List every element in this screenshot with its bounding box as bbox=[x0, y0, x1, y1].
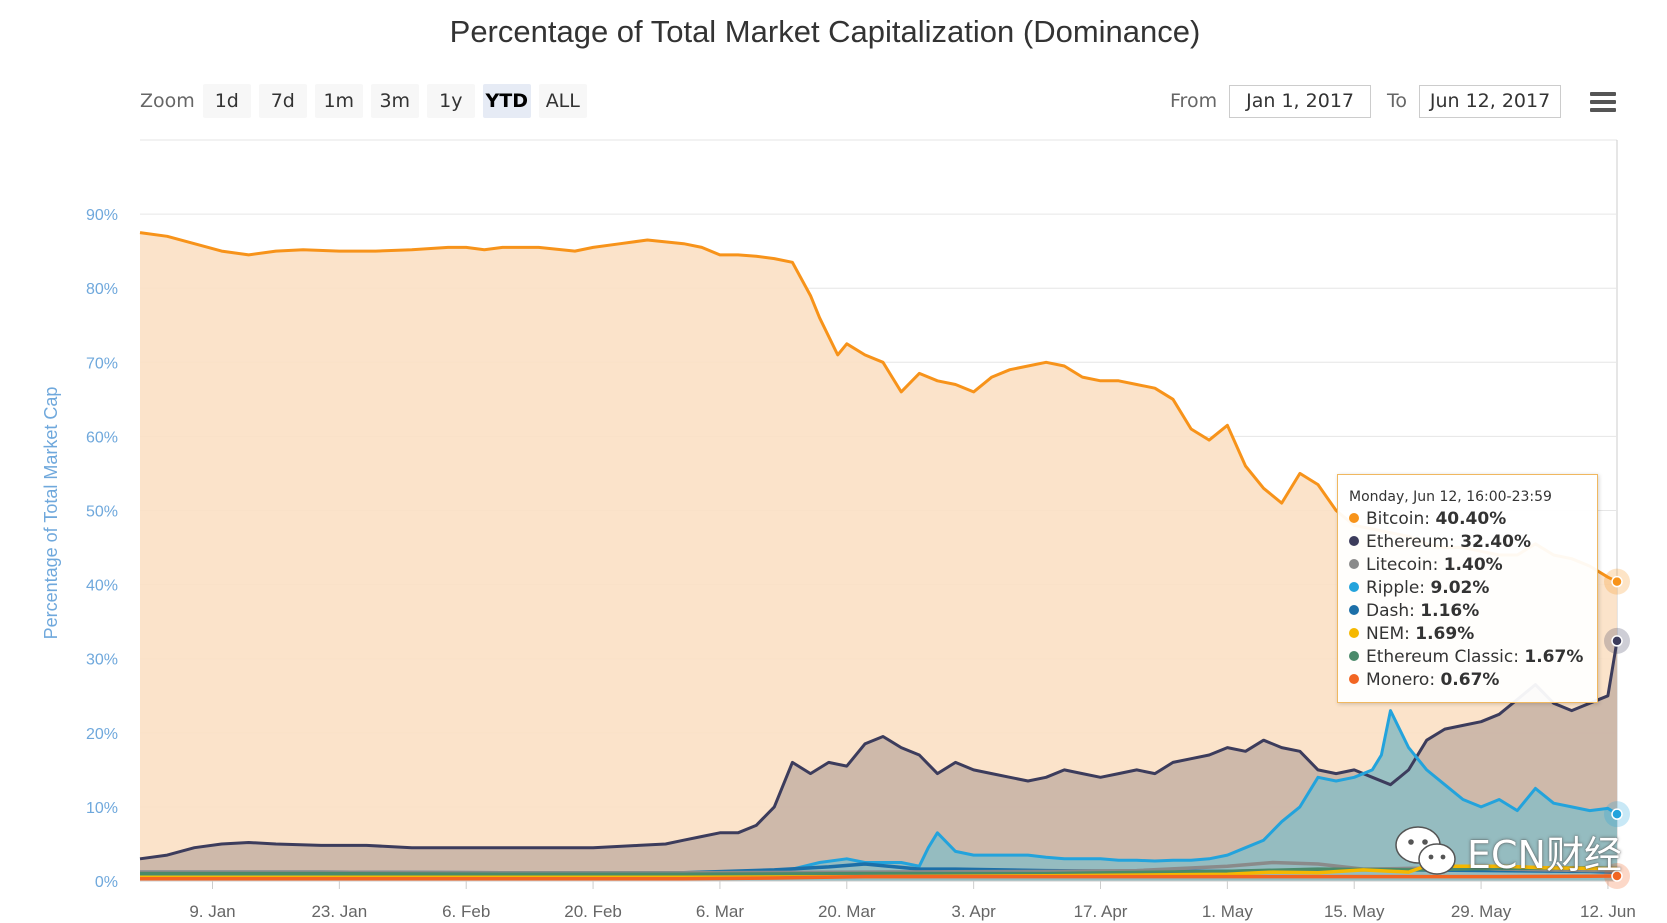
tooltip-row: Ripple: 9.02% bbox=[1349, 577, 1597, 600]
tooltip-row: Dash: 1.16% bbox=[1349, 600, 1597, 623]
y-tick-label: 40% bbox=[86, 578, 118, 595]
date-range-to: To Jun 12, 2017 bbox=[1387, 84, 1562, 118]
hover-point-ethereum bbox=[1611, 635, 1623, 647]
x-tick-label: 20. Feb bbox=[564, 902, 622, 921]
hover-markers bbox=[1604, 568, 1630, 890]
date-range-from: From Jan 1, 2017 bbox=[1170, 84, 1372, 118]
from-date-input[interactable]: Jan 1, 2017 bbox=[1229, 84, 1372, 118]
zoom-button-ytd[interactable]: YTD bbox=[482, 84, 531, 118]
series-line-ethereum bbox=[139, 640, 1619, 861]
to-date-input[interactable]: Jun 12, 2017 bbox=[1419, 84, 1562, 118]
tooltip-series-value: 1.69% bbox=[1415, 624, 1475, 644]
hover-point-ripple bbox=[1611, 808, 1623, 820]
wechat-logo-icon bbox=[1395, 826, 1456, 875]
watermark: ECN财经 bbox=[1393, 823, 1622, 879]
tooltip-series-value: 32.40% bbox=[1460, 532, 1531, 552]
x-tick-label: 9. Jan bbox=[189, 902, 235, 921]
tooltip-series-label: Monero: bbox=[1366, 670, 1441, 690]
zoom-button-1y[interactable]: 1y bbox=[426, 84, 475, 118]
x-tick-label: 29. May bbox=[1451, 902, 1512, 921]
y-tick-label: 20% bbox=[86, 726, 118, 743]
tooltip-series-label: Litecoin: bbox=[1366, 555, 1444, 575]
zoom-button-all[interactable]: ALL bbox=[538, 84, 587, 118]
tooltip-series-value: 9.02% bbox=[1430, 578, 1490, 598]
watermark-text: ECN财经 bbox=[1467, 832, 1622, 877]
axes: 0% 10% 20% 30% 40% 50% 60% 70% 80% 90% 9. Jan 23. J… bbox=[86, 207, 1636, 921]
y-tick-label: 30% bbox=[86, 652, 118, 669]
chart-title: Percentage of Total Market Capitalizatio… bbox=[449, 14, 1201, 49]
legend-dot-icon bbox=[1349, 605, 1359, 615]
legend-dot-icon bbox=[1349, 582, 1359, 592]
x-tick-label: 6. Feb bbox=[442, 902, 490, 921]
tooltip-series-value: 1.67% bbox=[1524, 647, 1584, 667]
tooltip-series-label: NEM: bbox=[1366, 624, 1416, 644]
x-tick-label: 17. Apr bbox=[1074, 902, 1128, 921]
tooltip-series-label: Ethereum: bbox=[1366, 532, 1461, 552]
legend-dot-icon bbox=[1349, 536, 1359, 546]
y-tick-label: 70% bbox=[86, 355, 118, 372]
series-area-ethereum bbox=[140, 640, 1617, 881]
tooltip: Monday, Jun 12, 16:00-23:59 Bitcoin: 40.… bbox=[1337, 474, 1598, 703]
tooltip-series-label: Ethereum Classic: bbox=[1366, 647, 1525, 667]
x-tick-label: 1. May bbox=[1202, 902, 1254, 921]
legend-dot-icon bbox=[1349, 559, 1359, 569]
series-area-bitcoin bbox=[140, 232, 1617, 882]
zoom-button-7d[interactable]: 7d bbox=[258, 84, 307, 118]
hamburger-menu-icon[interactable] bbox=[1590, 92, 1616, 112]
tooltip-row: Monero: 0.67% bbox=[1349, 669, 1597, 692]
series-layer bbox=[139, 231, 1619, 882]
tooltip-row: Ethereum Classic: 1.67% bbox=[1349, 646, 1597, 669]
from-label: From bbox=[1170, 90, 1218, 112]
tooltip-series-value: 1.16% bbox=[1420, 601, 1480, 621]
tooltip-series-label: Ripple: bbox=[1366, 578, 1431, 598]
hover-point-bitcoin bbox=[1611, 575, 1623, 588]
zoom-button-1d[interactable]: 1d bbox=[202, 84, 251, 118]
hover-point-monero bbox=[1611, 870, 1623, 882]
x-tick-label: 3. Apr bbox=[951, 902, 996, 921]
y-tick-label: 0% bbox=[95, 874, 118, 891]
y-tick-label: 10% bbox=[86, 800, 118, 817]
y-tick-label: 50% bbox=[86, 504, 118, 521]
tooltip-series-label: Bitcoin: bbox=[1366, 509, 1436, 529]
tooltip-series-value: 0.67% bbox=[1440, 670, 1500, 690]
y-tick-label: 60% bbox=[86, 429, 118, 446]
x-tick-label: 12. Jun bbox=[1580, 902, 1636, 921]
y-tick-label: 80% bbox=[86, 281, 118, 298]
zoom-button-1m[interactable]: 1m bbox=[314, 84, 363, 118]
zoom-toolbar: Zoom 1d 7d 1m 3m 1y YTD ALL bbox=[140, 84, 595, 118]
series-line-monero bbox=[140, 874, 1618, 881]
tooltip-row: Ethereum: 32.40% bbox=[1349, 531, 1597, 554]
x-tick-label: 6. Mar bbox=[696, 902, 745, 921]
legend-dot-icon bbox=[1349, 513, 1359, 523]
x-tick-label: 15. May bbox=[1324, 902, 1385, 921]
x-tick-label: 20. Mar bbox=[818, 902, 876, 921]
x-tick-label: 23. Jan bbox=[311, 902, 367, 921]
y-tick-label: 90% bbox=[86, 207, 118, 224]
tooltip-series-value: 40.40% bbox=[1435, 509, 1507, 529]
legend-dot-icon bbox=[1349, 628, 1359, 638]
tooltip-row: NEM: 1.69% bbox=[1349, 623, 1597, 646]
to-label: To bbox=[1387, 90, 1408, 112]
y-axis-label: Percentage of Total Market Cap bbox=[41, 387, 61, 640]
tooltip-header: Monday, Jun 12, 16:00-23:59 bbox=[1349, 489, 1552, 505]
tooltip-row: Bitcoin: 40.40% bbox=[1349, 508, 1597, 531]
zoom-label: Zoom bbox=[140, 90, 195, 112]
tooltip-row: Litecoin: 1.40% bbox=[1349, 554, 1597, 577]
series-area-ripple bbox=[140, 710, 1617, 881]
legend-dot-icon bbox=[1349, 674, 1359, 684]
zoom-button-3m[interactable]: 3m bbox=[370, 84, 419, 118]
series-line-ripple bbox=[140, 709, 1618, 877]
tooltip-series-value: 1.40% bbox=[1443, 555, 1503, 575]
tooltip-series-label: Dash: bbox=[1366, 601, 1421, 621]
legend-dot-icon bbox=[1349, 651, 1359, 661]
